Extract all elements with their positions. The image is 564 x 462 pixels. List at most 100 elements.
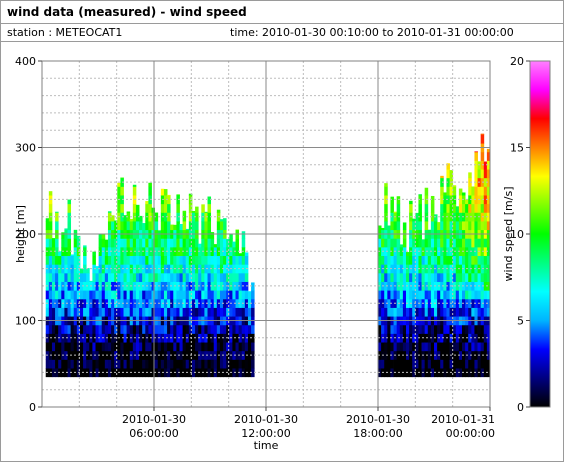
heatmap-cell xyxy=(443,264,447,274)
heatmap-cell xyxy=(176,203,180,213)
heatmap-cell xyxy=(151,307,156,317)
heatmap-cell xyxy=(67,342,72,352)
heatmap-cell xyxy=(139,281,143,291)
heatmap-cell xyxy=(107,290,112,300)
heatmap-cell xyxy=(477,342,482,352)
heatmap-cell xyxy=(55,350,59,360)
heatmap-cell xyxy=(458,188,463,196)
heatmap-cell xyxy=(64,255,68,265)
heatmap-cell xyxy=(238,290,243,300)
heatmap-cell xyxy=(427,350,432,360)
heatmap-cell xyxy=(219,368,224,378)
heatmap-cell xyxy=(462,203,466,213)
heatmap-cell xyxy=(129,238,134,248)
heatmap-cell xyxy=(89,324,93,334)
heatmap-cell xyxy=(95,359,100,369)
heatmap-cell xyxy=(179,350,184,360)
heatmap-cell xyxy=(430,298,435,308)
heatmap-cell xyxy=(421,290,426,300)
heatmap-cell xyxy=(455,281,460,291)
heatmap-cell xyxy=(67,199,72,205)
heatmap-cell xyxy=(443,333,447,343)
heatmap-cell xyxy=(163,238,168,248)
colorbar-ticks: 0 5 10 15 20 xyxy=(510,55,530,414)
heatmap-cell xyxy=(393,255,398,265)
heatmap-cell xyxy=(98,290,103,300)
heatmap-cell xyxy=(434,238,438,248)
heatmap-cell xyxy=(480,186,485,196)
heatmap-cell xyxy=(126,255,131,265)
heatmap-cell xyxy=(427,290,432,300)
heatmap-cell xyxy=(139,350,143,360)
heatmap-cell xyxy=(483,307,488,317)
heatmap-cell xyxy=(418,298,422,308)
heatmap-cell xyxy=(126,281,131,291)
heatmap-cell xyxy=(381,359,385,369)
x-tick-label: 2010-01-31 xyxy=(431,413,495,426)
y-tick-label: 300 xyxy=(15,142,36,155)
heatmap-cell xyxy=(182,264,187,274)
heatmap-cell xyxy=(465,324,469,334)
heatmap-cell xyxy=(55,368,59,378)
heatmap-cell xyxy=(111,298,115,308)
heatmap-cell xyxy=(51,307,56,317)
heatmap-cell xyxy=(238,253,243,257)
heatmap-cell xyxy=(64,228,68,231)
colorbar-tick-label: 20 xyxy=(510,55,524,68)
heatmap-cell xyxy=(471,203,475,213)
heatmap-cell xyxy=(188,342,193,352)
heatmap-cell xyxy=(151,238,156,248)
heatmap-cell xyxy=(176,307,180,317)
heatmap-cell xyxy=(443,342,447,352)
heatmap-cell xyxy=(92,255,96,265)
heatmap-cell xyxy=(381,255,385,265)
heatmap-cell xyxy=(396,290,401,300)
heatmap-cell xyxy=(406,307,410,317)
colorbar-tick-label: 0 xyxy=(517,401,524,414)
heatmap-cell xyxy=(173,324,177,334)
heatmap-cell xyxy=(244,252,249,257)
heatmap-cell xyxy=(471,281,475,291)
heatmap-cell xyxy=(210,350,215,360)
heatmap-cell xyxy=(393,359,398,369)
heatmap-cell xyxy=(207,298,212,308)
heatmap-cell xyxy=(120,324,124,334)
heatmap-cell xyxy=(163,342,168,352)
heatmap-cell xyxy=(387,342,391,352)
heatmap-cell xyxy=(55,238,59,248)
heatmap-cell xyxy=(135,212,140,222)
heatmap-cell xyxy=(430,195,435,205)
heatmap-cell xyxy=(399,350,404,360)
heatmap-cell xyxy=(390,246,394,257)
heatmap-cell xyxy=(135,272,140,282)
heatmap-cell xyxy=(223,350,227,360)
heatmap-cell xyxy=(229,272,233,282)
heatmap-cell xyxy=(160,255,165,265)
heatmap-cell xyxy=(198,272,202,282)
heatmap-cell xyxy=(251,290,255,300)
heatmap-cell xyxy=(241,255,246,265)
heatmap-cell xyxy=(486,368,490,378)
heatmap-cell xyxy=(160,238,165,248)
heatmap-cell xyxy=(114,238,118,248)
heatmap-cell xyxy=(402,359,407,369)
heatmap-cell xyxy=(462,359,466,369)
heatmap-cell xyxy=(390,255,394,265)
heatmap-cell xyxy=(219,281,224,291)
heatmap-cell xyxy=(101,342,106,352)
heatmap-cell xyxy=(402,264,407,274)
heatmap-cell xyxy=(468,342,472,352)
heatmap-cell xyxy=(434,214,438,222)
heatmap-cell xyxy=(129,324,134,334)
heatmap-cell xyxy=(455,206,460,213)
heatmap-cell xyxy=(104,272,109,282)
heatmap-cell xyxy=(468,368,472,378)
heatmap-cell xyxy=(223,246,227,257)
heatmap-cell xyxy=(229,342,233,352)
heatmap-cell xyxy=(58,272,62,282)
heatmap-cell xyxy=(204,272,208,282)
heatmap-cell xyxy=(83,342,87,352)
heatmap-cell xyxy=(443,238,447,248)
heatmap-cell xyxy=(157,290,162,300)
heatmap-cell xyxy=(458,221,463,231)
